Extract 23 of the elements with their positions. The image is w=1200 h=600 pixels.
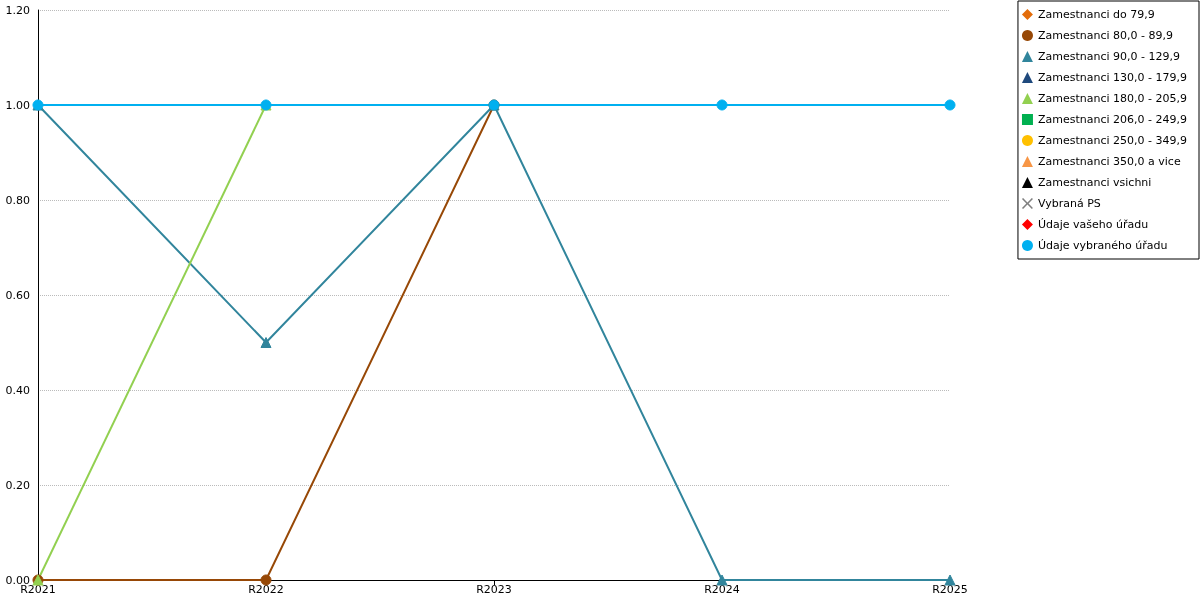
legend-label: Zamestnanci 206,0 - 249,9 <box>1037 113 1188 126</box>
y-tick-label: 0.80 <box>5 193 30 207</box>
legend-label: Údaje vašeho úřadu <box>1037 218 1149 231</box>
legend-label: Zamestnanci 180,0 - 205,9 <box>1037 92 1188 105</box>
x-tick-label: R2023 <box>476 583 512 596</box>
legend-label: Zamestnanci do 79,9 <box>1037 8 1155 21</box>
x-tick-label: R2021 <box>20 583 56 596</box>
y-tick-label: 0.20 <box>5 478 30 492</box>
legend-label: Zamestnanci 350,0 a vice <box>1037 155 1181 168</box>
legend-label: Zamestnanci 80,0 - 89,9 <box>1037 29 1174 42</box>
x-tick-label: R2022 <box>248 583 284 596</box>
x-tick-label: R2025 <box>932 583 968 596</box>
legend-label: Zamestnanci 130,0 - 179,9 <box>1037 71 1188 84</box>
y-tick-label: 0.40 <box>5 383 30 397</box>
y-tick-label: 1.20 <box>5 3 30 17</box>
legend-label: Zamestnanci 90,0 - 129,9 <box>1037 50 1181 63</box>
legend-label: Zamestnanci vsichni <box>1037 176 1152 189</box>
y-tick-label: 1.00 <box>5 98 30 112</box>
y-tick-label: 0.60 <box>5 288 30 302</box>
legend-label: Vybraná PS <box>1037 197 1101 210</box>
x-tick-label: R2024 <box>704 583 740 596</box>
legend-label: Údaje vybraného úřadu <box>1037 239 1168 252</box>
legend-label: Zamestnanci 250,0 - 349,9 <box>1037 134 1188 147</box>
